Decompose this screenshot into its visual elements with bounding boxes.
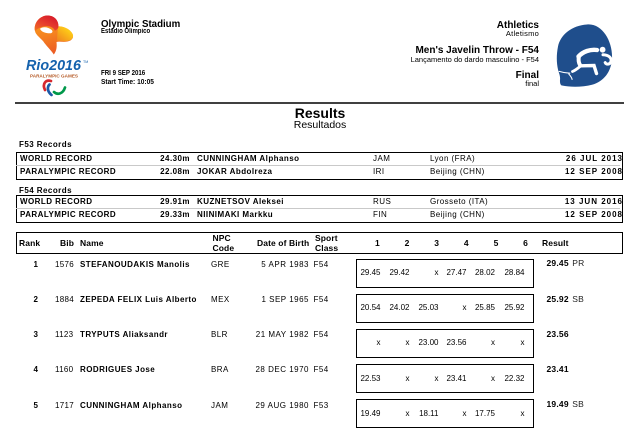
svg-text:PARALYMPIC GAMES: PARALYMPIC GAMES: [30, 74, 78, 79]
svg-text:Rio2016: Rio2016: [26, 58, 82, 74]
svg-text:TM: TM: [83, 60, 88, 64]
